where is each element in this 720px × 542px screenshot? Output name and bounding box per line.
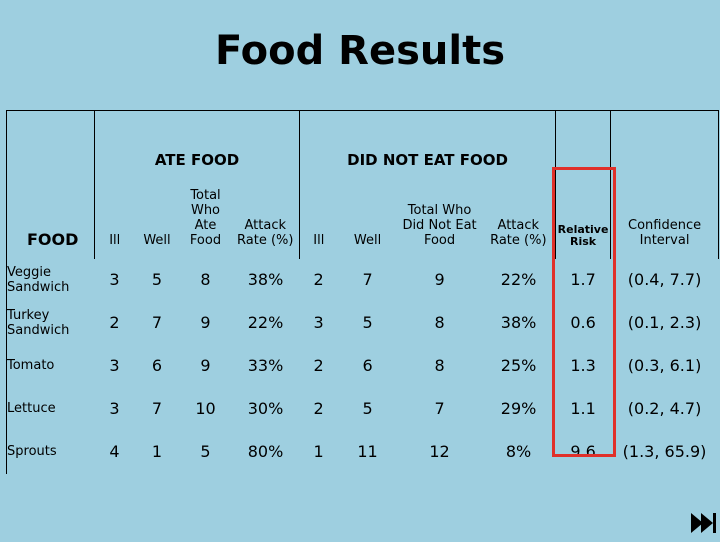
ill-ate-cell: 3: [109, 356, 120, 376]
well-ate-cell: 5: [151, 270, 163, 290]
ill-ate-cell: 2: [109, 313, 120, 333]
well-ate-cell: 7: [151, 399, 163, 419]
relative-risk-cell: 1.3: [570, 356, 596, 376]
well-ate-cell: 1: [151, 442, 163, 462]
ill-not-eat-cell: 2: [313, 356, 324, 376]
food-results-table: ATE FOOD DID NOT EAT FOOD FOOD Ill Well …: [6, 110, 720, 474]
total-not-eat-cell: 7: [434, 399, 445, 419]
confidence-interval-cell: (0.2, 4.7): [627, 399, 702, 419]
table-row: Veggie Sandwich 3 5 8 38% 2 7 9 22% 1.7 …: [6, 259, 719, 302]
relative-risk-cell: 1.1: [570, 399, 596, 419]
attack-rate-ate-cell: 30%: [247, 399, 284, 419]
food-name-cell: Tomato: [6, 345, 95, 388]
rr-group-blank: [555, 110, 612, 177]
confidence-interval-cell: (0.4, 7.7): [627, 270, 702, 290]
attack-rate-not-eat-cell: 38%: [500, 313, 537, 333]
attack-rate-ate-cell: 80%: [247, 442, 284, 462]
ill-not-eat-cell: 2: [313, 270, 324, 290]
relative-risk-cell: 1.7: [570, 270, 596, 290]
food-name-cell: Turkey Sandwich: [6, 302, 95, 345]
table-row: Lettuce 3 7 10 30% 2 5 7 29% 1.1 (0.2, 4…: [6, 388, 719, 431]
ill-not-eat-cell: 2: [313, 399, 324, 419]
attack-rate-ate-cell: 38%: [247, 270, 284, 290]
total-not-eat-cell: 8: [434, 313, 445, 333]
total-ate-cell: 5: [200, 442, 211, 462]
relative-risk-cell: 0.6: [570, 313, 596, 333]
total-not-eat-cell: 12: [429, 442, 450, 462]
confidence-interval-cell: (0.3, 6.1): [627, 356, 702, 376]
ill-ate-cell: 3: [109, 399, 120, 419]
table-row: Tomato 3 6 9 33% 2 6 8 25% 1.3 (0.3, 6.1…: [6, 345, 719, 388]
total-not-eat-cell: 8: [434, 356, 445, 376]
results-table-wrapper: ATE FOOD DID NOT EAT FOOD FOOD Ill Well …: [6, 110, 720, 474]
column-header-row: FOOD Ill Well Total Who Ate Food Attack …: [6, 177, 720, 259]
header-blank-cell: [6, 110, 95, 177]
ill-ate-cell: 3: [109, 270, 120, 290]
relative-risk-header: Relative Risk: [555, 177, 612, 259]
well-not-eat-cell: 7: [362, 270, 373, 290]
attack-rate-not-eat-cell: 25%: [500, 356, 537, 376]
well-ate-cell: 7: [151, 313, 163, 333]
table-row: Turkey Sandwich 2 7 9 22% 3 5 8 38% 0.6 …: [6, 302, 719, 345]
ill-not-eat-header: Ill: [313, 233, 325, 249]
confidence-interval-cell: (0.1, 2.3): [627, 313, 702, 333]
attack-rate-ate-header: Attack Rate (%): [231, 177, 301, 259]
confidence-interval-header: Confidence Interval: [610, 177, 720, 259]
well-not-eat-cell: 6: [362, 356, 373, 376]
page-title: Food Results: [214, 28, 506, 74]
attack-rate-not-eat-cell: 8%: [505, 442, 532, 462]
confidence-interval-cell: (1.3, 65.9): [622, 442, 707, 462]
well-not-eat-header: Well: [353, 233, 382, 249]
well-ate-header: Well: [143, 233, 171, 249]
attack-rate-ate-cell: 22%: [247, 313, 284, 333]
group-header-row: ATE FOOD DID NOT EAT FOOD: [6, 110, 720, 177]
ill-ate-cell: 4: [109, 442, 120, 462]
attack-rate-not-eat-header: Attack Rate (%): [481, 177, 557, 259]
well-ate-cell: 6: [151, 356, 163, 376]
well-not-eat-cell: 5: [362, 313, 373, 333]
food-name-cell: Sprouts: [6, 431, 95, 474]
relative-risk-highlight-box: [552, 167, 616, 457]
well-not-eat-cell: 11: [357, 442, 378, 462]
ci-group-blank: [610, 110, 720, 177]
ill-not-eat-cell: 1: [313, 442, 324, 462]
fast-forward-icon: [691, 513, 716, 533]
ill-not-eat-cell: 3: [313, 313, 324, 333]
total-not-eat-header: Total Who Did Not Eat Food: [402, 203, 477, 249]
ill-ate-header: Ill: [109, 233, 121, 249]
total-ate-header: Total Who Ate Food: [189, 188, 222, 249]
ate-food-group-header: ATE FOOD: [94, 110, 301, 177]
well-not-eat-cell: 5: [362, 399, 373, 419]
attack-rate-not-eat-cell: 22%: [500, 270, 537, 290]
attack-rate-ate-cell: 33%: [247, 356, 284, 376]
food-name-cell: Lettuce: [6, 388, 95, 431]
next-slide-button[interactable]: [688, 508, 718, 538]
did-not-eat-food-group-header: DID NOT EAT FOOD: [299, 110, 557, 177]
total-ate-cell: 9: [200, 313, 211, 333]
food-column-header: FOOD: [6, 177, 95, 259]
total-not-eat-cell: 9: [434, 270, 445, 290]
food-name-cell: Veggie Sandwich: [6, 259, 95, 302]
total-ate-cell: 9: [200, 356, 211, 376]
total-ate-cell: 10: [195, 399, 216, 419]
total-ate-cell: 8: [200, 270, 211, 290]
attack-rate-not-eat-cell: 29%: [500, 399, 537, 419]
